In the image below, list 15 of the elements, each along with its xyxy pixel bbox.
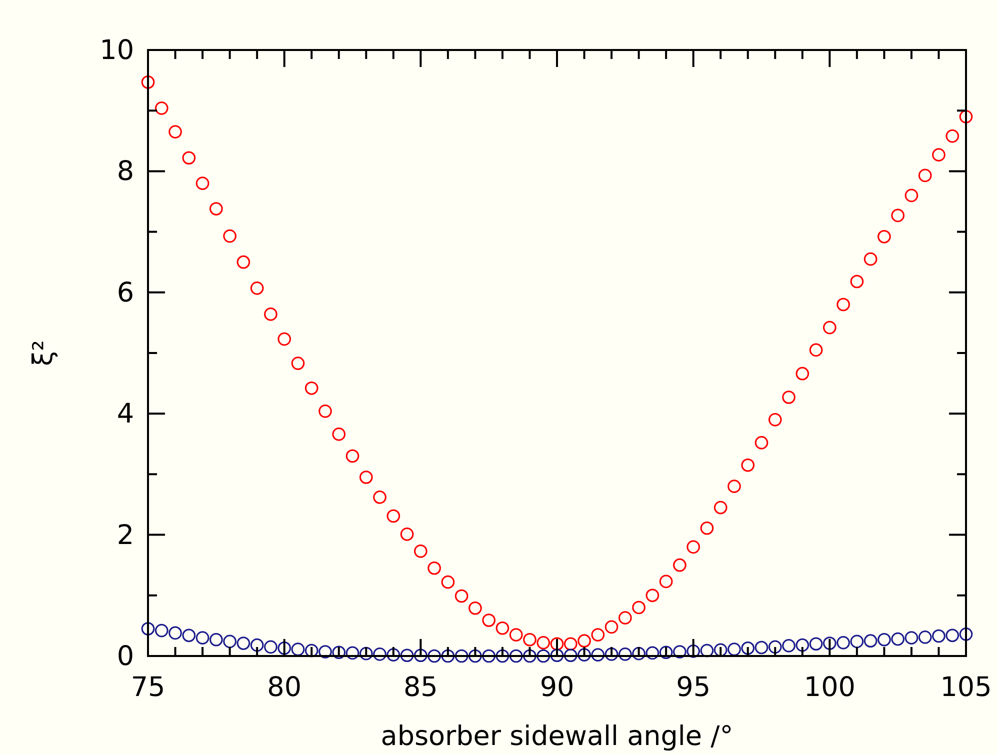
y-tick-label: 2	[116, 520, 134, 551]
x-tick-label: 85	[403, 672, 438, 703]
y-axis-title: ξ²	[28, 340, 59, 366]
y-tick-label: 0	[116, 641, 134, 672]
x-axis-title: absorber sidewall angle /°	[380, 721, 734, 752]
y-tick-label: 6	[116, 277, 134, 308]
x-tick-label: 75	[130, 672, 166, 703]
y-tick-label: 10	[100, 35, 134, 66]
x-tick-label: 95	[676, 672, 711, 703]
x-tick-label: 90	[540, 672, 574, 703]
x-tick-label: 105	[940, 672, 992, 703]
x-tick-label: 100	[804, 672, 856, 703]
y-tick-label: 8	[116, 156, 134, 188]
x-tick-label: 80	[267, 672, 302, 703]
y-tick-label: 4	[116, 398, 134, 430]
